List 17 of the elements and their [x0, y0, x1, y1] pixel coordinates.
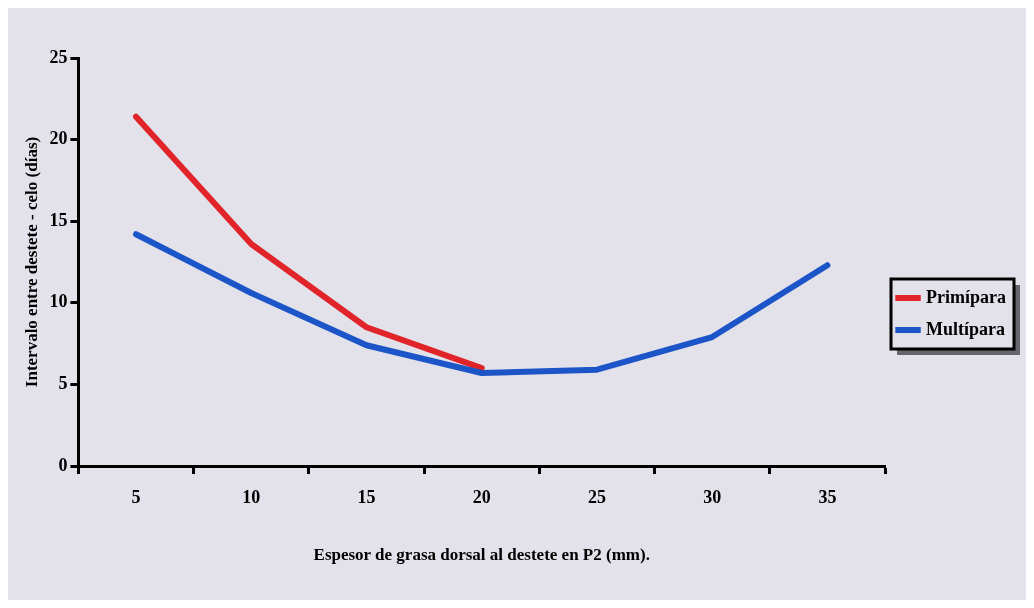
y-tick-label: 25: [49, 46, 68, 67]
legend-label: Multípara: [926, 318, 1006, 339]
y-tick-label: 20: [49, 128, 68, 149]
x-tick-label: 25: [587, 487, 606, 508]
legend-label: Primípara: [926, 286, 1006, 307]
y-tick-label: 15: [49, 209, 68, 230]
y-tick-label: 0: [58, 454, 68, 475]
y-tick-label: 10: [49, 291, 68, 312]
x-tick-label: 10: [242, 487, 261, 508]
x-axis-title: Espesor de grasa dorsal al destete en P2 (mm).: [313, 545, 650, 565]
x-tick-label: 20: [472, 487, 491, 508]
y-tick-label: 5: [58, 373, 68, 394]
x-tick-label: 30: [703, 487, 722, 508]
x-tick-label: 5: [131, 487, 141, 508]
x-tick-label: 35: [818, 487, 837, 508]
x-tick-label: 15: [357, 487, 376, 508]
y-axis-title: Intervalo entre destete - celo (días): [21, 136, 41, 388]
